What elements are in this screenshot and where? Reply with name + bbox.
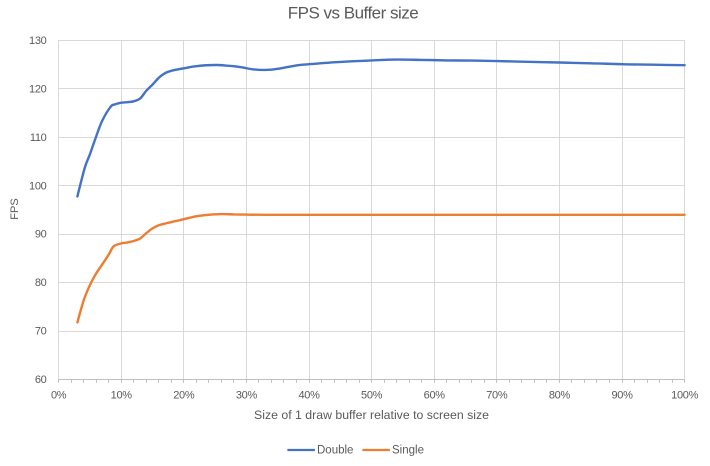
svg-text:80: 80	[35, 277, 47, 289]
svg-text:90: 90	[35, 229, 47, 241]
svg-text:30%: 30%	[236, 390, 258, 402]
svg-text:80%: 80%	[549, 390, 571, 402]
svg-text:60%: 60%	[424, 390, 446, 402]
svg-text:40%: 40%	[298, 390, 320, 402]
svg-text:50%: 50%	[361, 390, 383, 402]
svg-text:70: 70	[35, 326, 47, 338]
svg-text:90%: 90%	[611, 390, 633, 402]
svg-text:60: 60	[35, 374, 47, 386]
svg-text:Double: Double	[317, 445, 353, 457]
svg-text:0%: 0%	[51, 390, 67, 402]
svg-text:100: 100	[29, 180, 47, 192]
svg-text:110: 110	[30, 132, 47, 144]
svg-text:130: 130	[29, 35, 47, 47]
svg-text:FPS vs Buffer size: FPS vs Buffer size	[288, 4, 419, 23]
svg-text:Size of 1 draw buffer relative: Size of 1 draw buffer relative to screen…	[254, 408, 489, 422]
svg-text:20%: 20%	[173, 390, 195, 402]
svg-text:FPS: FPS	[9, 198, 21, 219]
svg-text:120: 120	[29, 83, 47, 95]
svg-text:100%: 100%	[671, 390, 698, 402]
svg-text:10%: 10%	[111, 390, 133, 402]
svg-text:Single: Single	[392, 445, 424, 457]
svg-text:70%: 70%	[486, 390, 508, 402]
